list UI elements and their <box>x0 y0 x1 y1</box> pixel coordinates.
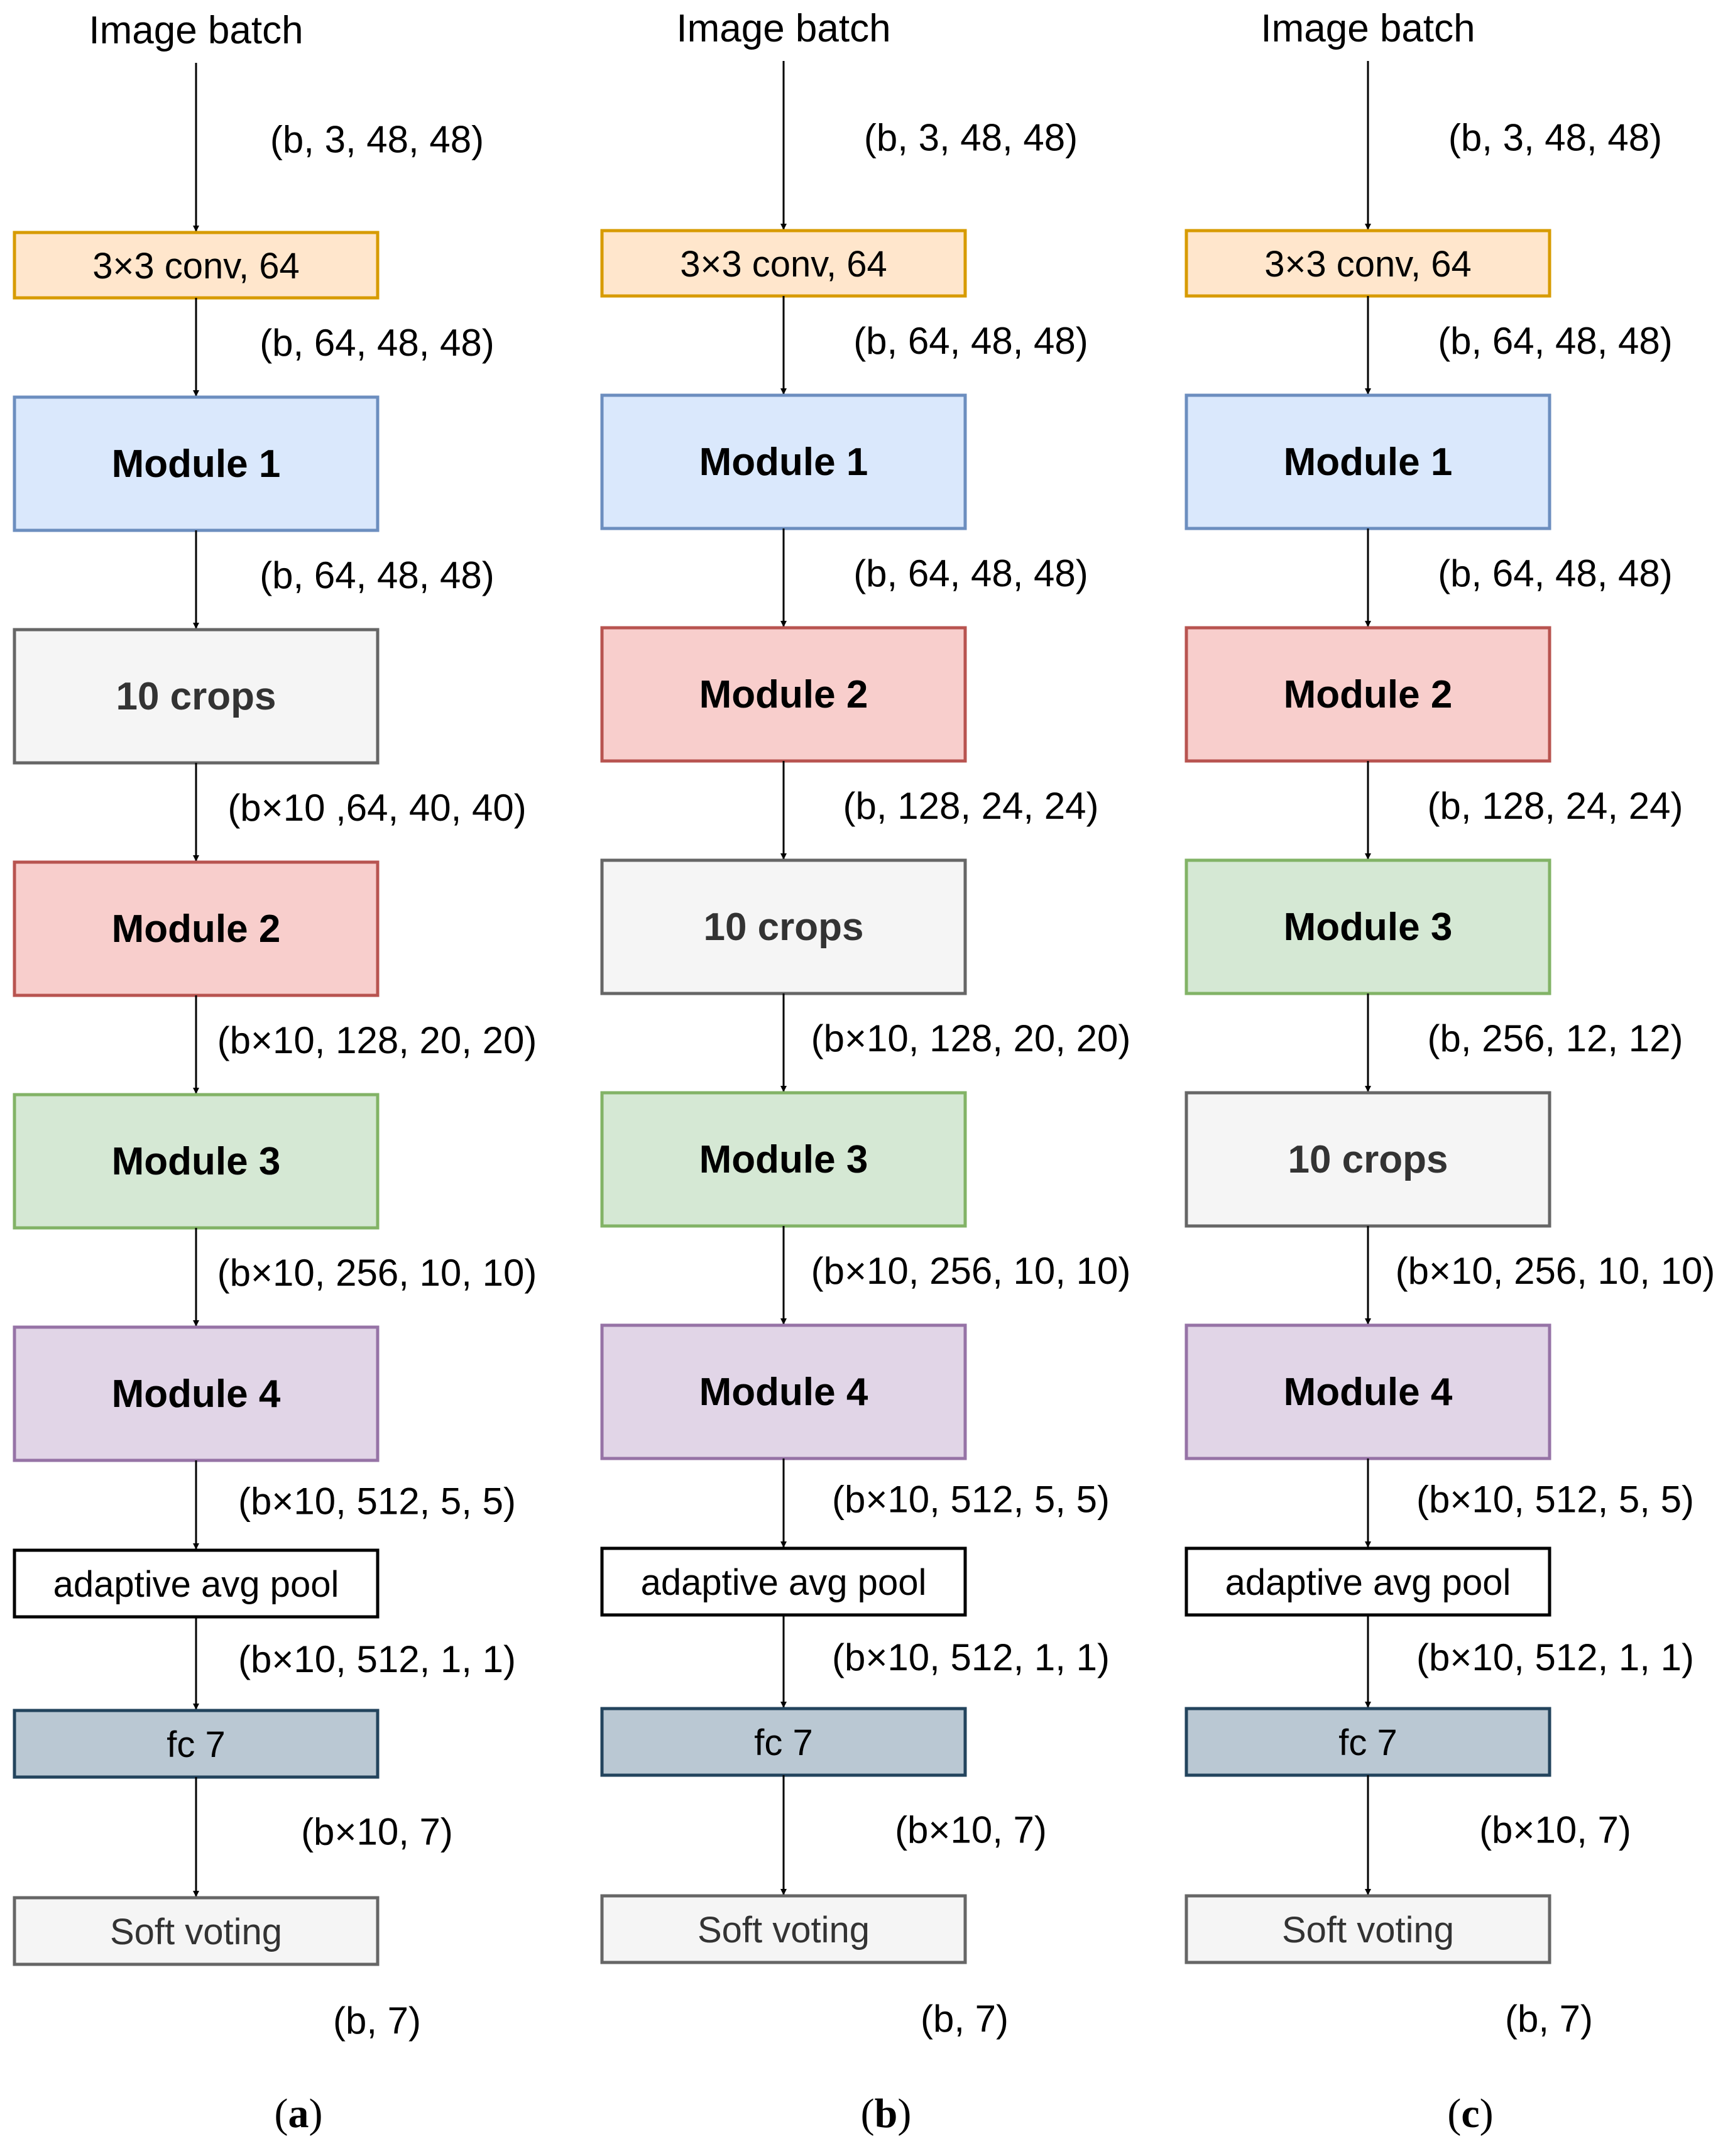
caption-open-paren: ( <box>1447 2091 1461 2137</box>
tensor-shape-label: (b×10, 128, 20, 20) <box>811 1017 1131 1059</box>
caption-letter: a <box>288 2091 309 2137</box>
tensor-shape-label: (b×10, 7) <box>1479 1809 1631 1851</box>
block-module4-label: Module 4 <box>699 1371 868 1414</box>
block-conv-label: 3×3 conv, 64 <box>92 246 299 287</box>
tensor-shape-label: (b, 3, 48, 48) <box>1448 117 1662 159</box>
tensor-shape-label: (b×10, 512, 5, 5) <box>832 1478 1110 1520</box>
tensor-shape-label: (b×10, 512, 1, 1) <box>238 1638 516 1680</box>
tensor-shape-label: (b, 64, 48, 48) <box>1438 552 1673 594</box>
block-module1-label: Module 1 <box>699 441 868 484</box>
tensor-shape-label: (b×10, 512, 1, 1) <box>1416 1636 1694 1678</box>
caption-close-paren: ) <box>897 2091 911 2137</box>
block-module3-label: Module 3 <box>699 1138 868 1181</box>
block-conv-label: 3×3 conv, 64 <box>680 244 887 285</box>
tensor-shape-label: (b×10, 7) <box>301 1810 453 1852</box>
block-module1-label: Module 1 <box>1284 441 1453 484</box>
caption-open-paren: ( <box>275 2091 288 2137</box>
caption-letter: c <box>1461 2091 1479 2137</box>
block-crops-label: 10 crops <box>703 906 863 949</box>
caption-letter: b <box>875 2091 898 2137</box>
tensor-shape-label: (b×10, 512, 5, 5) <box>1416 1478 1694 1520</box>
tensor-shape-label: (b, 256, 12, 12) <box>1428 1017 1683 1059</box>
block-vote-label: Soft voting <box>110 1912 282 1952</box>
column-b: Image batch (b, 3, 48, 48) 3×3 conv, 64 (b,… <box>602 7 1130 2137</box>
tensor-shape-label: (b, 64, 48, 48) <box>853 552 1088 594</box>
caption-close-paren: ) <box>309 2091 323 2137</box>
subfigure-caption: (c) <box>1447 2091 1493 2137</box>
tensor-shape-label: (b×10, 256, 10, 10) <box>217 1252 537 1294</box>
input-label: Image batch <box>1261 7 1475 50</box>
tensor-shape-label: (b×10, 128, 20, 20) <box>217 1019 537 1061</box>
block-fc-label: fc 7 <box>1338 1722 1398 1763</box>
block-module2-label: Module 2 <box>1284 673 1453 716</box>
output-shape-label: (b, 7) <box>921 1998 1009 2040</box>
block-module4-label: Module 4 <box>112 1372 281 1416</box>
output-shape-label: (b, 7) <box>333 2000 421 2042</box>
block-module3-label: Module 3 <box>1284 906 1453 949</box>
input-label: Image batch <box>676 7 890 50</box>
block-vote-label: Soft voting <box>697 1910 870 1951</box>
tensor-shape-label: (b×10 ,64, 40, 40) <box>227 787 526 829</box>
block-vote-label: Soft voting <box>1282 1910 1454 1951</box>
caption-close-paren: ) <box>1480 2091 1494 2137</box>
input-label: Image batch <box>89 9 303 52</box>
column-c: Image batch (b, 3, 48, 48) 3×3 conv, 64 (b,… <box>1186 7 1715 2137</box>
output-shape-label: (b, 7) <box>1505 1998 1593 2040</box>
block-module2-label: Module 2 <box>699 673 868 716</box>
block-fc-label: fc 7 <box>167 1724 226 1765</box>
caption-open-paren: ( <box>861 2091 875 2137</box>
tensor-shape-label: (b, 3, 48, 48) <box>270 119 484 161</box>
tensor-shape-label: (b, 3, 48, 48) <box>864 117 1078 159</box>
tensor-shape-label: (b, 128, 24, 24) <box>1428 785 1683 827</box>
block-fc-label: fc 7 <box>754 1722 813 1763</box>
block-pool-label: adaptive avg pool <box>641 1562 927 1603</box>
block-conv-label: 3×3 conv, 64 <box>1264 244 1471 285</box>
tensor-shape-label: (b, 64, 48, 48) <box>260 554 495 596</box>
tensor-shape-label: (b, 64, 48, 48) <box>1438 320 1673 362</box>
block-pool-label: adaptive avg pool <box>1225 1562 1511 1603</box>
subfigure-caption: (b) <box>861 2091 912 2137</box>
tensor-shape-label: (b×10, 7) <box>895 1809 1047 1851</box>
column-a: Image batch (b, 3, 48, 48) 3×3 conv, 64 (b,… <box>14 9 537 2137</box>
block-module1-label: Module 1 <box>112 442 281 486</box>
block-module4-label: Module 4 <box>1284 1371 1453 1414</box>
block-pool-label: adaptive avg pool <box>53 1564 339 1605</box>
tensor-shape-label: (b×10, 256, 10, 10) <box>811 1250 1131 1292</box>
subfigure-caption: (a) <box>275 2091 323 2137</box>
block-module2-label: Module 2 <box>112 907 281 951</box>
tensor-shape-label: (b, 128, 24, 24) <box>843 785 1099 827</box>
block-module3-label: Module 3 <box>112 1140 281 1183</box>
block-crops-label: 10 crops <box>116 675 276 718</box>
block-crops-label: 10 crops <box>1288 1138 1448 1181</box>
tensor-shape-label: (b, 64, 48, 48) <box>260 322 495 364</box>
tensor-shape-label: (b, 64, 48, 48) <box>853 320 1088 362</box>
tensor-shape-label: (b×10, 256, 10, 10) <box>1396 1250 1715 1292</box>
tensor-shape-label: (b×10, 512, 5, 5) <box>238 1480 516 1522</box>
tensor-shape-label: (b×10, 512, 1, 1) <box>832 1636 1110 1678</box>
